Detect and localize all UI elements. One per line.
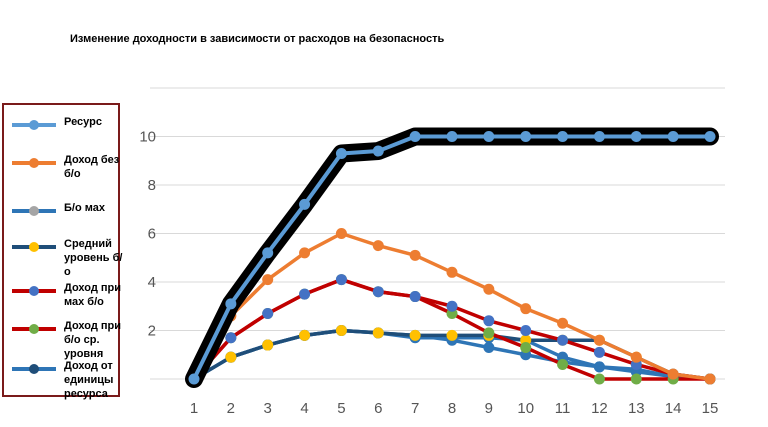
x-tick-label: 2	[227, 400, 235, 417]
legend-swatch	[12, 158, 56, 168]
data-point	[372, 286, 384, 298]
data-point	[667, 368, 679, 380]
data-point	[262, 274, 274, 286]
data-point	[667, 131, 679, 142]
data-point	[299, 288, 311, 300]
data-point	[630, 373, 642, 385]
data-point	[520, 303, 532, 315]
x-tick-label: 5	[337, 400, 345, 417]
x-tick-label: 10	[517, 400, 534, 417]
data-point	[335, 274, 347, 286]
x-tick-label: 4	[300, 400, 308, 417]
data-point	[299, 198, 311, 210]
legend-swatch	[12, 242, 56, 252]
data-point	[520, 131, 532, 142]
y-axis-ticks: 2 4 6 8 10	[139, 129, 156, 340]
data-point	[299, 247, 311, 259]
data-point	[557, 131, 569, 142]
legend-label: Средний уровень б/о	[64, 238, 123, 278]
chart-title: Изменение доходности в зависимости от ра…	[70, 33, 445, 45]
data-point	[520, 325, 532, 336]
y-tick-label: 8	[148, 177, 156, 194]
legend-swatch	[12, 120, 56, 130]
x-axis-ticks: 1 2 3 4 5 6 7 8 9 10 11 12 13 14 15	[190, 400, 719, 417]
data-point	[225, 298, 237, 310]
data-point	[188, 373, 200, 385]
x-tick-label: 1	[190, 400, 198, 417]
data-point	[335, 325, 347, 336]
data-point	[483, 283, 495, 295]
legend-swatch	[12, 364, 56, 374]
legend-label: Доход без б/о	[64, 154, 120, 180]
x-tick-label: 6	[374, 400, 382, 417]
series-5	[188, 274, 716, 385]
data-point	[372, 327, 384, 339]
legend-label: Доход при б/о ср. уровня	[64, 320, 121, 360]
data-point	[520, 341, 532, 353]
x-tick-label: 13	[628, 400, 645, 417]
x-tick-label: 11	[555, 400, 571, 417]
data-point	[335, 147, 347, 159]
y-tick-label: 10	[139, 129, 156, 146]
data-point	[593, 346, 605, 358]
data-point	[593, 131, 605, 142]
data-point	[557, 317, 569, 329]
legend-swatch	[12, 206, 56, 216]
y-tick-label: 4	[148, 274, 156, 291]
data-point	[409, 249, 421, 261]
data-point	[483, 341, 495, 353]
legend-label: Доход от единицы ресурса	[64, 360, 114, 400]
data-point	[372, 240, 384, 252]
data-point	[372, 145, 384, 157]
legend-label: Доход при мах б/о	[64, 282, 121, 308]
series-layer	[185, 127, 719, 388]
x-tick-label: 7	[411, 400, 419, 417]
data-point	[704, 373, 716, 385]
data-point	[225, 332, 237, 344]
data-point	[630, 131, 642, 142]
data-point	[446, 266, 458, 278]
legend: Ресурс Доход без б/о Б/о мах Средний уровен…	[2, 103, 122, 400]
y-tick-label: 6	[148, 226, 156, 243]
data-point	[409, 329, 421, 341]
data-point	[483, 131, 495, 142]
legend-swatch	[12, 286, 56, 296]
data-point	[630, 351, 642, 363]
data-point	[557, 358, 569, 370]
data-point	[335, 228, 347, 239]
x-tick-label: 12	[591, 400, 608, 417]
legend-label: Б/о мах	[64, 202, 105, 214]
y-tick-label: 2	[148, 323, 156, 340]
legend-label: Ресурс	[64, 116, 102, 128]
data-point	[409, 131, 421, 142]
data-point	[225, 351, 237, 363]
data-point	[446, 329, 458, 341]
series-1	[185, 127, 719, 388]
legend-swatch	[12, 324, 56, 334]
data-point	[299, 329, 311, 341]
data-point	[262, 247, 274, 259]
data-point	[446, 300, 458, 312]
x-tick-label: 9	[485, 400, 493, 417]
data-point	[593, 373, 605, 385]
x-tick-label: 14	[665, 400, 682, 417]
data-point	[593, 334, 605, 346]
data-point	[409, 291, 421, 303]
data-point	[557, 334, 569, 346]
data-point	[446, 131, 458, 142]
data-point	[483, 315, 495, 327]
data-point	[483, 327, 495, 339]
x-tick-label: 8	[448, 400, 456, 417]
data-point	[593, 361, 605, 373]
data-point	[262, 339, 274, 351]
data-point	[704, 131, 716, 142]
data-point	[262, 308, 274, 320]
x-tick-label: 3	[264, 400, 272, 417]
x-tick-label: 15	[702, 400, 719, 417]
